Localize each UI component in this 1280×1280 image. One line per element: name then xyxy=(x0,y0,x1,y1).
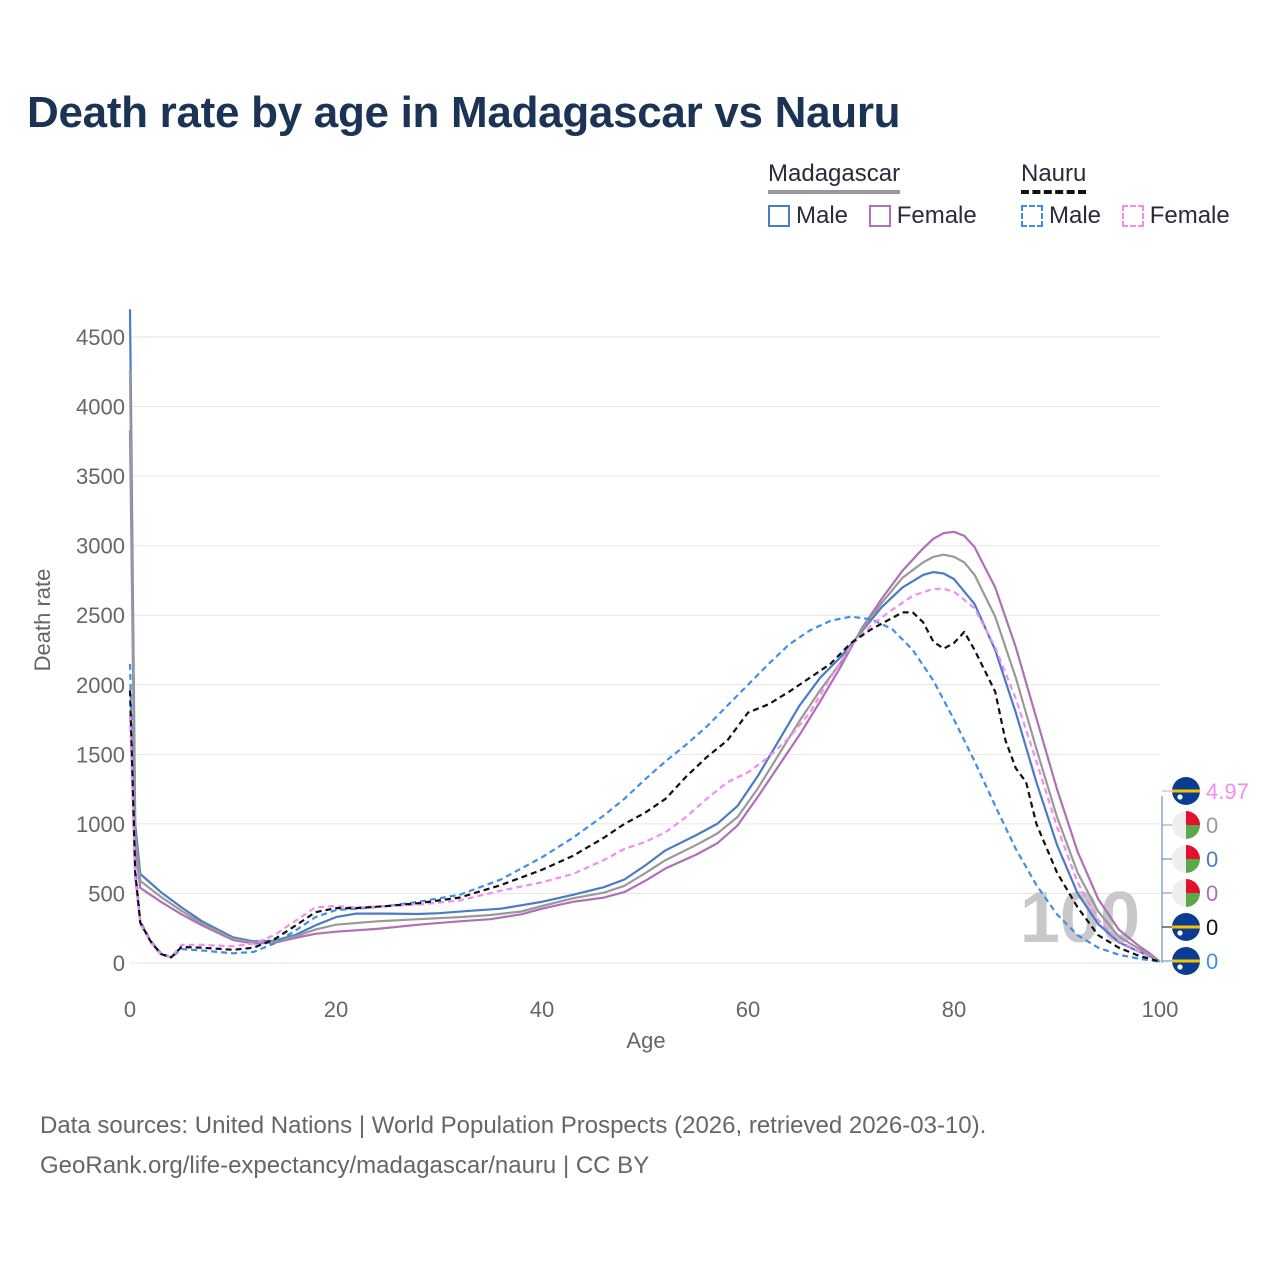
legend-group-title: Nauru xyxy=(1021,160,1087,194)
flag-green-band xyxy=(1186,893,1200,907)
legend-group-title: Madagascar xyxy=(768,160,901,194)
flag-stripe xyxy=(1172,789,1200,793)
legend-swatch-icon xyxy=(1121,205,1144,227)
flag-madagascar-icon xyxy=(1172,879,1200,907)
series-line-nauru-male[interactable] xyxy=(128,615,1161,963)
flag-white-band xyxy=(1172,845,1186,873)
series-lines xyxy=(128,309,1161,964)
y-tick-label: 500 xyxy=(88,881,125,906)
flag-white-band xyxy=(1172,811,1186,839)
flag-star xyxy=(1177,794,1183,800)
legend-swatch-icon xyxy=(1021,205,1043,227)
y-tick-label: 3000 xyxy=(76,534,125,559)
series-line-nauru-female[interactable] xyxy=(128,587,1161,964)
legend-item-madagascar-female[interactable]: Female xyxy=(868,202,977,230)
flag-green-band xyxy=(1186,825,1200,839)
flag-red-band xyxy=(1186,811,1200,825)
x-tick-label: 0 xyxy=(124,997,136,1022)
legend-item-label: Female xyxy=(1149,202,1230,229)
x-tick-label: 100 xyxy=(1142,997,1179,1022)
y-tick-label: 1000 xyxy=(76,812,125,837)
y-tick-label: 3500 xyxy=(76,464,125,489)
end-value-label: 4.97 xyxy=(1206,779,1249,804)
legend-item-madagascar-male[interactable]: Male xyxy=(768,202,848,230)
legend-item-label: Female xyxy=(896,202,977,229)
end-labels: 4.97 0 0 0 0 0 xyxy=(1161,777,1249,975)
y-tick-label: 4500 xyxy=(76,325,125,350)
flag-star xyxy=(1177,930,1183,936)
y-tick-label: 0 xyxy=(113,951,125,976)
y-axis-label: Death rate xyxy=(30,569,55,672)
chart-title: Death rate by age in Madagascar vs Nauru xyxy=(27,88,901,137)
x-tick-label: 80 xyxy=(942,997,966,1022)
legend-item-label: Male xyxy=(796,202,849,229)
end-value-label: 0 xyxy=(1206,847,1218,872)
series-line-madagascar-total[interactable] xyxy=(128,370,1161,963)
x-tick-label: 20 xyxy=(324,997,348,1022)
legend-group-nauru[interactable]: Nauru Male Female xyxy=(1021,160,1244,234)
y-tick-label: 1500 xyxy=(76,742,125,767)
flag-madagascar-icon xyxy=(1172,811,1200,839)
legend-item-nauru-female[interactable]: Female xyxy=(1121,202,1230,230)
x-tick-label: 60 xyxy=(736,997,760,1022)
legend-item-label: Male xyxy=(1049,202,1102,229)
end-value-label: 0 xyxy=(1206,813,1218,838)
flag-star xyxy=(1177,964,1183,970)
legend-swatch-icon xyxy=(768,205,790,227)
x-tick-label: 40 xyxy=(530,997,554,1022)
flag-stripe xyxy=(1172,925,1200,929)
series-line-madagascar-female[interactable] xyxy=(128,430,1161,963)
legend-swatch-icon xyxy=(868,205,891,227)
x-axis: 0 20 40 60 80 100 xyxy=(124,997,1178,1022)
flag-green-band xyxy=(1186,859,1200,873)
flag-white-band xyxy=(1172,879,1186,907)
flag-nauru-icon xyxy=(1172,777,1200,805)
flag-stripe xyxy=(1172,959,1200,963)
end-value-label: 0 xyxy=(1206,915,1218,940)
end-value-label: 0 xyxy=(1206,949,1218,974)
flag-red-band xyxy=(1186,879,1200,893)
y-tick-label: 2500 xyxy=(76,603,125,628)
y-tick-label: 2000 xyxy=(76,673,125,698)
legend-group-madagascar[interactable]: Madagascar Male Female xyxy=(768,160,991,234)
flag-red-band xyxy=(1186,845,1200,859)
end-value-label: 0 xyxy=(1206,881,1218,906)
data-source: Data sources: United Nations | World Pop… xyxy=(40,1112,987,1139)
flag-madagascar-icon xyxy=(1172,845,1200,873)
x-axis-label: Age xyxy=(626,1028,665,1053)
y-axis: 0 500 1000 1500 2000 2500 3000 3500 4000 4500 xyxy=(76,325,125,976)
flag-nauru-icon xyxy=(1172,947,1200,975)
y-tick-label: 4000 xyxy=(76,395,125,420)
source-link[interactable]: GeoRank.org/life-expectancy/madagascar/n… xyxy=(40,1152,650,1179)
grid xyxy=(130,336,1160,964)
flag-nauru-icon xyxy=(1172,913,1200,941)
series-line-nauru-total[interactable] xyxy=(128,611,1161,963)
legend-item-nauru-male[interactable]: Male xyxy=(1021,202,1101,230)
age-watermark: 100 xyxy=(1020,878,1140,958)
footer: Data sources: United Nations | World Pop… xyxy=(40,1106,986,1186)
series-line-madagascar-male[interactable] xyxy=(128,309,1161,963)
